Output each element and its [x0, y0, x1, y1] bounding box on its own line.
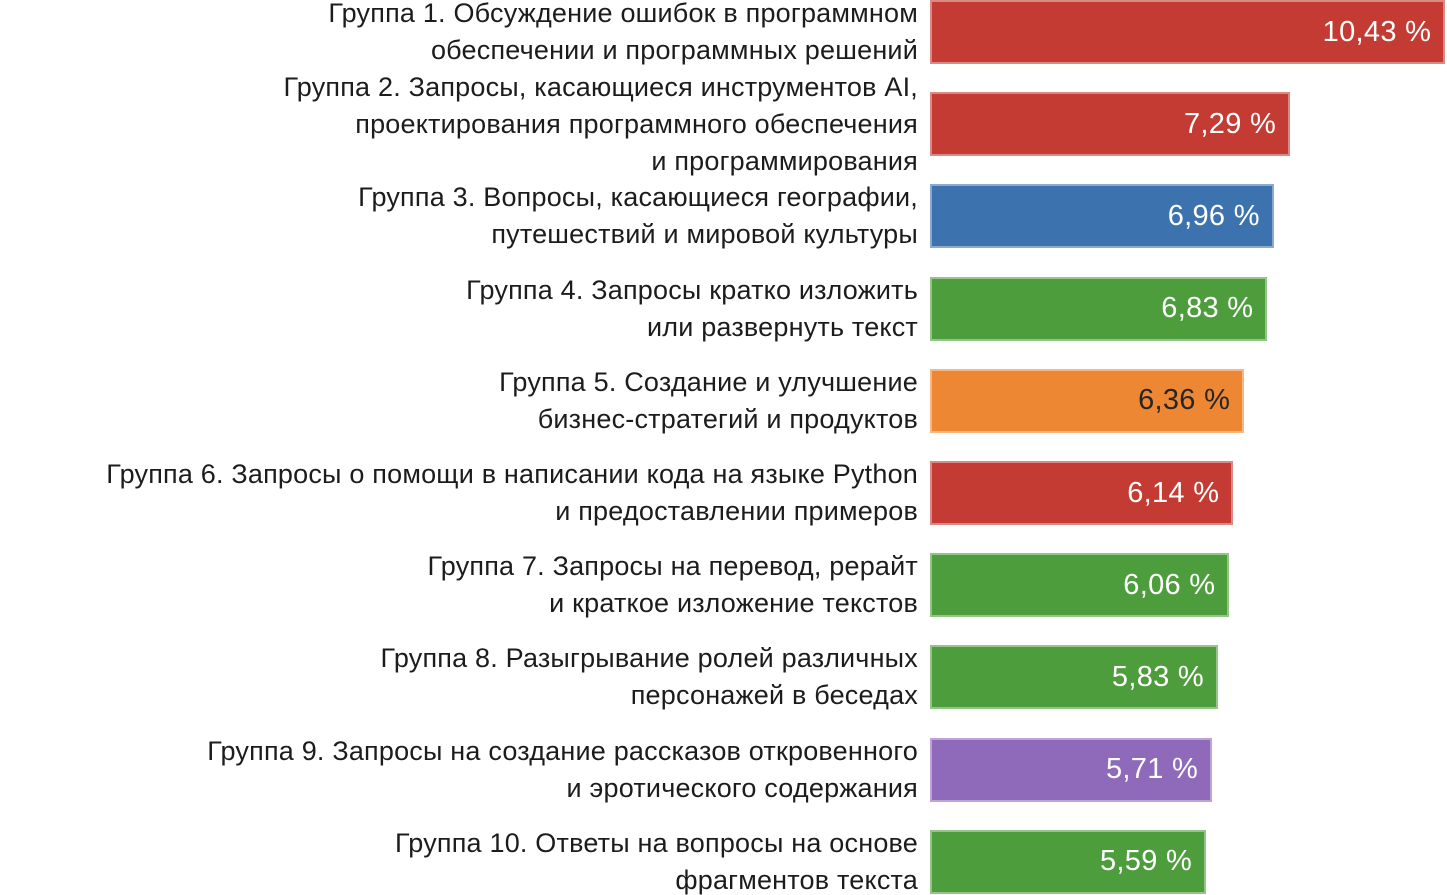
bar-value-label: 6,83 %: [1161, 292, 1254, 325]
bar-value-label: 10,43 %: [1322, 15, 1432, 48]
bar-category-label: Группа 7. Запросы на перевод, рерайт и кр…: [0, 548, 930, 622]
bar-category-label-line: и предоставлении примеров: [555, 496, 918, 527]
bar-category-label: Группа 8. Разыгрывание ролей различных пе…: [0, 640, 930, 714]
bar-track: 6,36 %: [930, 368, 1447, 433]
bar-row: Группа 9. Запросы на создание рассказов …: [0, 724, 1447, 816]
bar-track: 10,43 %: [930, 0, 1447, 65]
bar-track: 5,83 %: [930, 645, 1447, 710]
bar-value-label: 5,71 %: [1106, 753, 1199, 786]
bar: 7,29 %: [930, 92, 1291, 157]
bar-value-label: 6,14 %: [1127, 476, 1220, 509]
bar-category-label-line: Группа 9. Запросы на создание рассказов …: [207, 735, 918, 766]
bar-row: Группа 2. Запросы, касающиеся инструмент…: [0, 72, 1447, 176]
bar-category-label: Группа 6. Запросы о помощи в написании к…: [0, 456, 930, 530]
bar-track: 7,29 %: [930, 92, 1447, 157]
bar-category-label-line: Группа 7. Запросы на перевод, рерайт: [427, 551, 918, 582]
bar-row: Группа 8. Разыгрывание ролей различных пе…: [0, 631, 1447, 723]
bar: 5,83 %: [930, 645, 1218, 710]
bar-category-label-line: Группа 3. Вопросы, касающиеся географии,: [358, 182, 918, 213]
bar-category-label: Группа 1. Обсуждение ошибок в программно…: [0, 0, 930, 69]
bar-category-label-line: Группа 2. Запросы, касающиеся инструмент…: [283, 71, 918, 102]
bar-track: 6,14 %: [930, 461, 1447, 526]
bar-category-label-line: или развернуть текст: [646, 311, 918, 342]
bar-category-label-line: Группа 1. Обсуждение ошибок в программно…: [328, 0, 918, 29]
bar-category-label-line: и программирования: [651, 145, 918, 176]
bar-track: 6,96 %: [930, 184, 1447, 249]
bar-category-label-line: Группа 8. Разыгрывание ролей различных: [380, 643, 918, 674]
bar-row: Группа 6. Запросы о помощи в написании к…: [0, 447, 1447, 539]
bar-category-label: Группа 2. Запросы, касающиеся инструмент…: [0, 69, 930, 180]
bar-row: Группа 5. Создание и улучшение бизнес-стр…: [0, 355, 1447, 447]
bar-value-label: 6,96 %: [1167, 199, 1260, 232]
bar-category-label-line: Группа 4. Запросы кратко изложить: [466, 274, 918, 305]
bar-track: 6,06 %: [930, 553, 1447, 618]
bar-category-label: Группа 10. Ответы на вопросы на основе фр…: [0, 825, 930, 895]
bar-category-label: Группа 4. Запросы кратко изложить или раз…: [0, 272, 930, 346]
bar-category-label-line: фрагментов текста: [675, 864, 918, 895]
bar-category-label-line: и эротического содержания: [566, 772, 918, 803]
bar-category-label-line: Группа 6. Запросы о помощи в написании к…: [106, 459, 918, 490]
bar-category-label: Группа 3. Вопросы, касающиеся географии,…: [0, 179, 930, 253]
bar-category-label-line: и краткое изложение текстов: [549, 588, 918, 619]
bar-row: Группа 7. Запросы на перевод, рерайт и кр…: [0, 539, 1447, 631]
bar-track: 5,71 %: [930, 737, 1447, 802]
bar-category-label: Группа 9. Запросы на создание рассказов …: [0, 733, 930, 807]
bar-category-label-line: бизнес-стратегий и продуктов: [537, 403, 918, 434]
bar-value-label: 7,29 %: [1184, 107, 1277, 140]
bar-value-label: 5,83 %: [1111, 660, 1204, 693]
bar-category-label: Группа 5. Создание и улучшение бизнес-стр…: [0, 364, 930, 438]
bar-category-label-line: путешествий и мировой культуры: [491, 219, 918, 250]
bar: 6,06 %: [930, 553, 1230, 618]
bar-row: Группа 3. Вопросы, касающиеся географии,…: [0, 170, 1447, 262]
bar-track: 5,59 %: [930, 829, 1447, 894]
bar: 6,83 %: [930, 276, 1268, 341]
bar-value-label: 6,36 %: [1138, 384, 1231, 417]
bar-value-label: 6,06 %: [1123, 568, 1216, 601]
bar-category-label-line: персонажей в беседах: [630, 680, 918, 711]
bar: 6,36 %: [930, 368, 1245, 433]
bar-row: Группа 4. Запросы кратко изложить или раз…: [0, 263, 1447, 355]
bar-category-label-line: проектирования программного обеспечения: [355, 108, 918, 139]
bar: 6,14 %: [930, 461, 1234, 526]
bar: 5,59 %: [930, 829, 1207, 894]
bar-category-label-line: Группа 10. Ответы на вопросы на основе: [395, 827, 918, 858]
bar-row: Группа 10. Ответы на вопросы на основе фр…: [0, 816, 1447, 895]
bar-track: 6,83 %: [930, 276, 1447, 341]
bar: 10,43 %: [930, 0, 1446, 65]
bar-category-label-line: Группа 5. Создание и улучшение: [499, 366, 918, 397]
bar-category-label-line: обеспечении и программных решений: [430, 35, 918, 66]
bar: 6,96 %: [930, 184, 1274, 249]
bar-value-label: 5,59 %: [1100, 845, 1193, 878]
bar: 5,71 %: [930, 737, 1213, 802]
bar-row: Группа 1. Обсуждение ошибок в программно…: [0, 0, 1447, 78]
